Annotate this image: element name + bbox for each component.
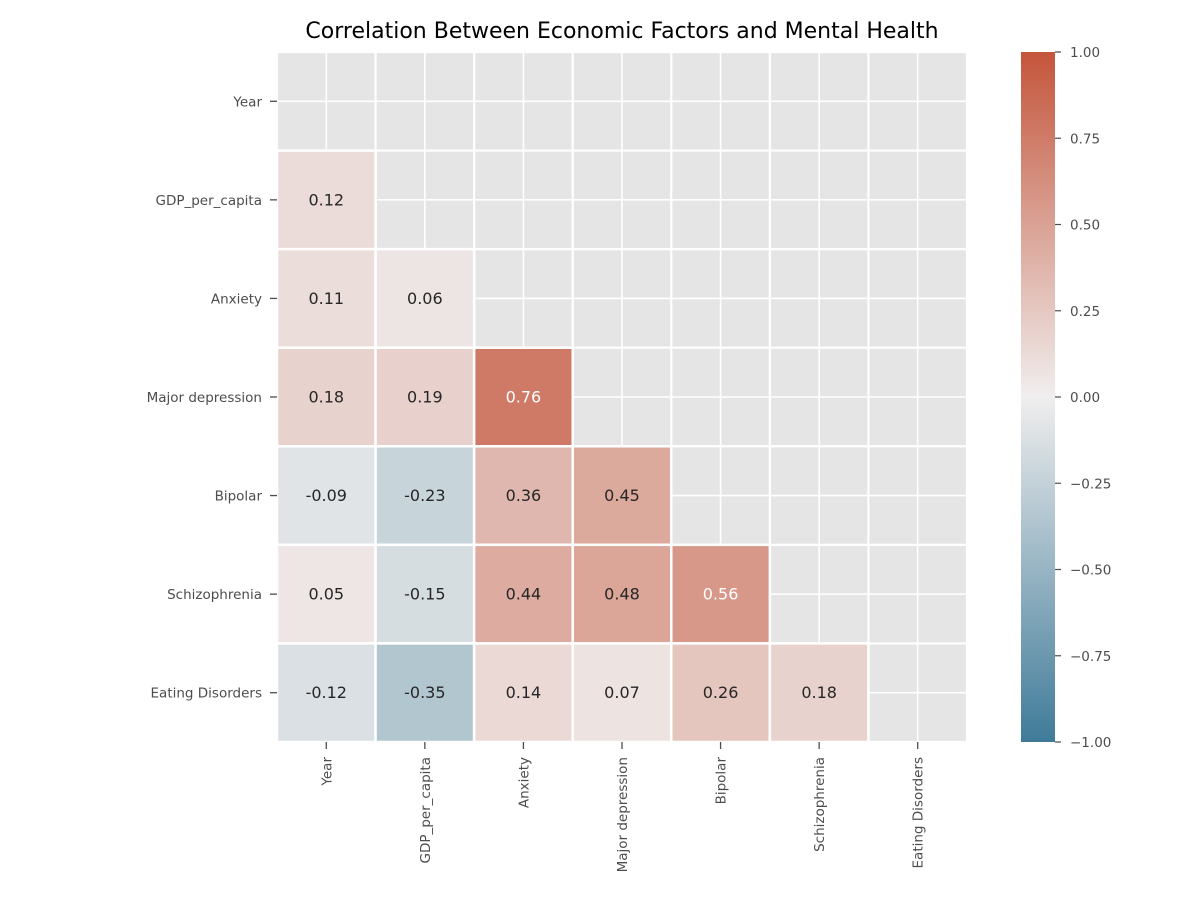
cell-value-label: -0.35 (404, 683, 445, 702)
x-tick-label-major-depression: Major depression (615, 757, 631, 872)
x-tick-label-eating-disorders: Eating Disorders (911, 757, 927, 868)
y-tick-label-schizophrenia: Schizophrenia (167, 587, 262, 603)
x-tick-label-gdp-per-capita: GDP_per_capita (418, 757, 434, 864)
cell-value-label: 0.76 (506, 387, 542, 406)
heatmap-cell-schizophrenia-bipolar (670, 543, 772, 645)
cell-value-label: -0.15 (404, 585, 445, 604)
colorbar-tick-label: 0.75 (1070, 131, 1100, 147)
y-tick-label-major-depression: Major depression (147, 390, 262, 406)
heatmap-cell-major-depression-gdp-per-capita (374, 346, 476, 448)
heatmap-cell-schizophrenia-year (275, 543, 377, 645)
cell-value-label: 0.14 (506, 683, 542, 702)
x-axis: Year GDP_per_capita Anxiety Major depressio… (319, 741, 927, 872)
heatmap-cell-schizophrenia-anxiety (472, 543, 574, 645)
cell-value-label: -0.09 (306, 486, 347, 505)
cell-value-label: -0.12 (306, 683, 347, 702)
cell-value-label: 0.11 (308, 289, 344, 308)
x-tick-label-anxiety: Anxiety (516, 757, 532, 808)
cell-value-label: 0.18 (308, 387, 344, 406)
y-tick-label-anxiety: Anxiety (211, 291, 262, 307)
cell-value-label: 0.26 (703, 683, 739, 702)
cell-value-label: 0.45 (604, 486, 640, 505)
y-tick-label-bipolar: Bipolar (215, 489, 263, 505)
colorbar-tick-label: 0.50 (1070, 218, 1100, 234)
y-tick-label-gdp-per-capita: GDP_per_capita (155, 193, 262, 209)
cell-value-label: 0.48 (604, 585, 640, 604)
heatmap-cell-bipolar-major-depression (571, 445, 673, 547)
cell-value-label: -0.23 (404, 486, 445, 505)
colorbar-tick-label: 0.00 (1070, 390, 1100, 406)
colorbar-tick-label: −0.25 (1070, 476, 1111, 492)
x-tick-label-bipolar: Bipolar (714, 757, 730, 805)
colorbar-ticks: 1.00 0.75 0.50 0.25 0.00 −0.25 −0.50 −0.75 −1.00 (1055, 45, 1111, 751)
colorbar-tick-label: −1.00 (1070, 735, 1111, 751)
heatmap-cell-major-depression-anxiety (472, 346, 574, 448)
cell-value-label: 0.19 (407, 387, 443, 406)
y-tick-label-eating-disorders: Eating Disorders (151, 686, 262, 702)
cell-value-label: 0.56 (703, 585, 739, 604)
colorbar: 1.00 0.75 0.50 0.25 0.00 −0.25 −0.50 −0.75 −1.00 (1021, 45, 1111, 751)
x-tick-label-schizophrenia: Schizophrenia (812, 757, 828, 852)
chart-title: Correlation Between Economic Factors and… (305, 19, 938, 44)
y-tick-label-year: Year (232, 94, 262, 110)
cell-value-label: 0.18 (801, 683, 837, 702)
colorbar-tick-label: −0.75 (1070, 649, 1111, 665)
heatmap-cell-bipolar-gdp-per-capita (374, 445, 476, 547)
heatmap-cell-gdp-per-capita-year (275, 149, 377, 251)
y-axis: Year GDP_per_capita Anxiety Major depressio… (147, 94, 277, 702)
cell-value-label: 0.36 (506, 486, 542, 505)
x-tick-label-year: Year (319, 757, 335, 787)
colorbar-tick-label: 0.25 (1070, 304, 1100, 320)
colorbar-bar (1021, 52, 1055, 742)
heatmap-grid: 0.12 0.11 0.06 0.18 0.19 0.76 -0.09 -0.23 0.36 0.… (275, 50, 969, 744)
cell-value-label: 0.07 (604, 683, 640, 702)
cell-value-label: 0.12 (308, 190, 344, 209)
heatmap-cell-eating-disorders-gdp-per-capita (374, 642, 476, 744)
cell-value-label: 0.05 (308, 585, 344, 604)
cell-value-label: 0.06 (407, 289, 443, 308)
colorbar-tick-label: −0.50 (1070, 563, 1111, 579)
cell-value-label: 0.44 (506, 585, 542, 604)
heatmap-cell-bipolar-year (275, 445, 377, 547)
colorbar-tick-label: 1.00 (1070, 45, 1100, 61)
heatmap-cell-eating-disorders-schizophrenia (768, 642, 870, 744)
